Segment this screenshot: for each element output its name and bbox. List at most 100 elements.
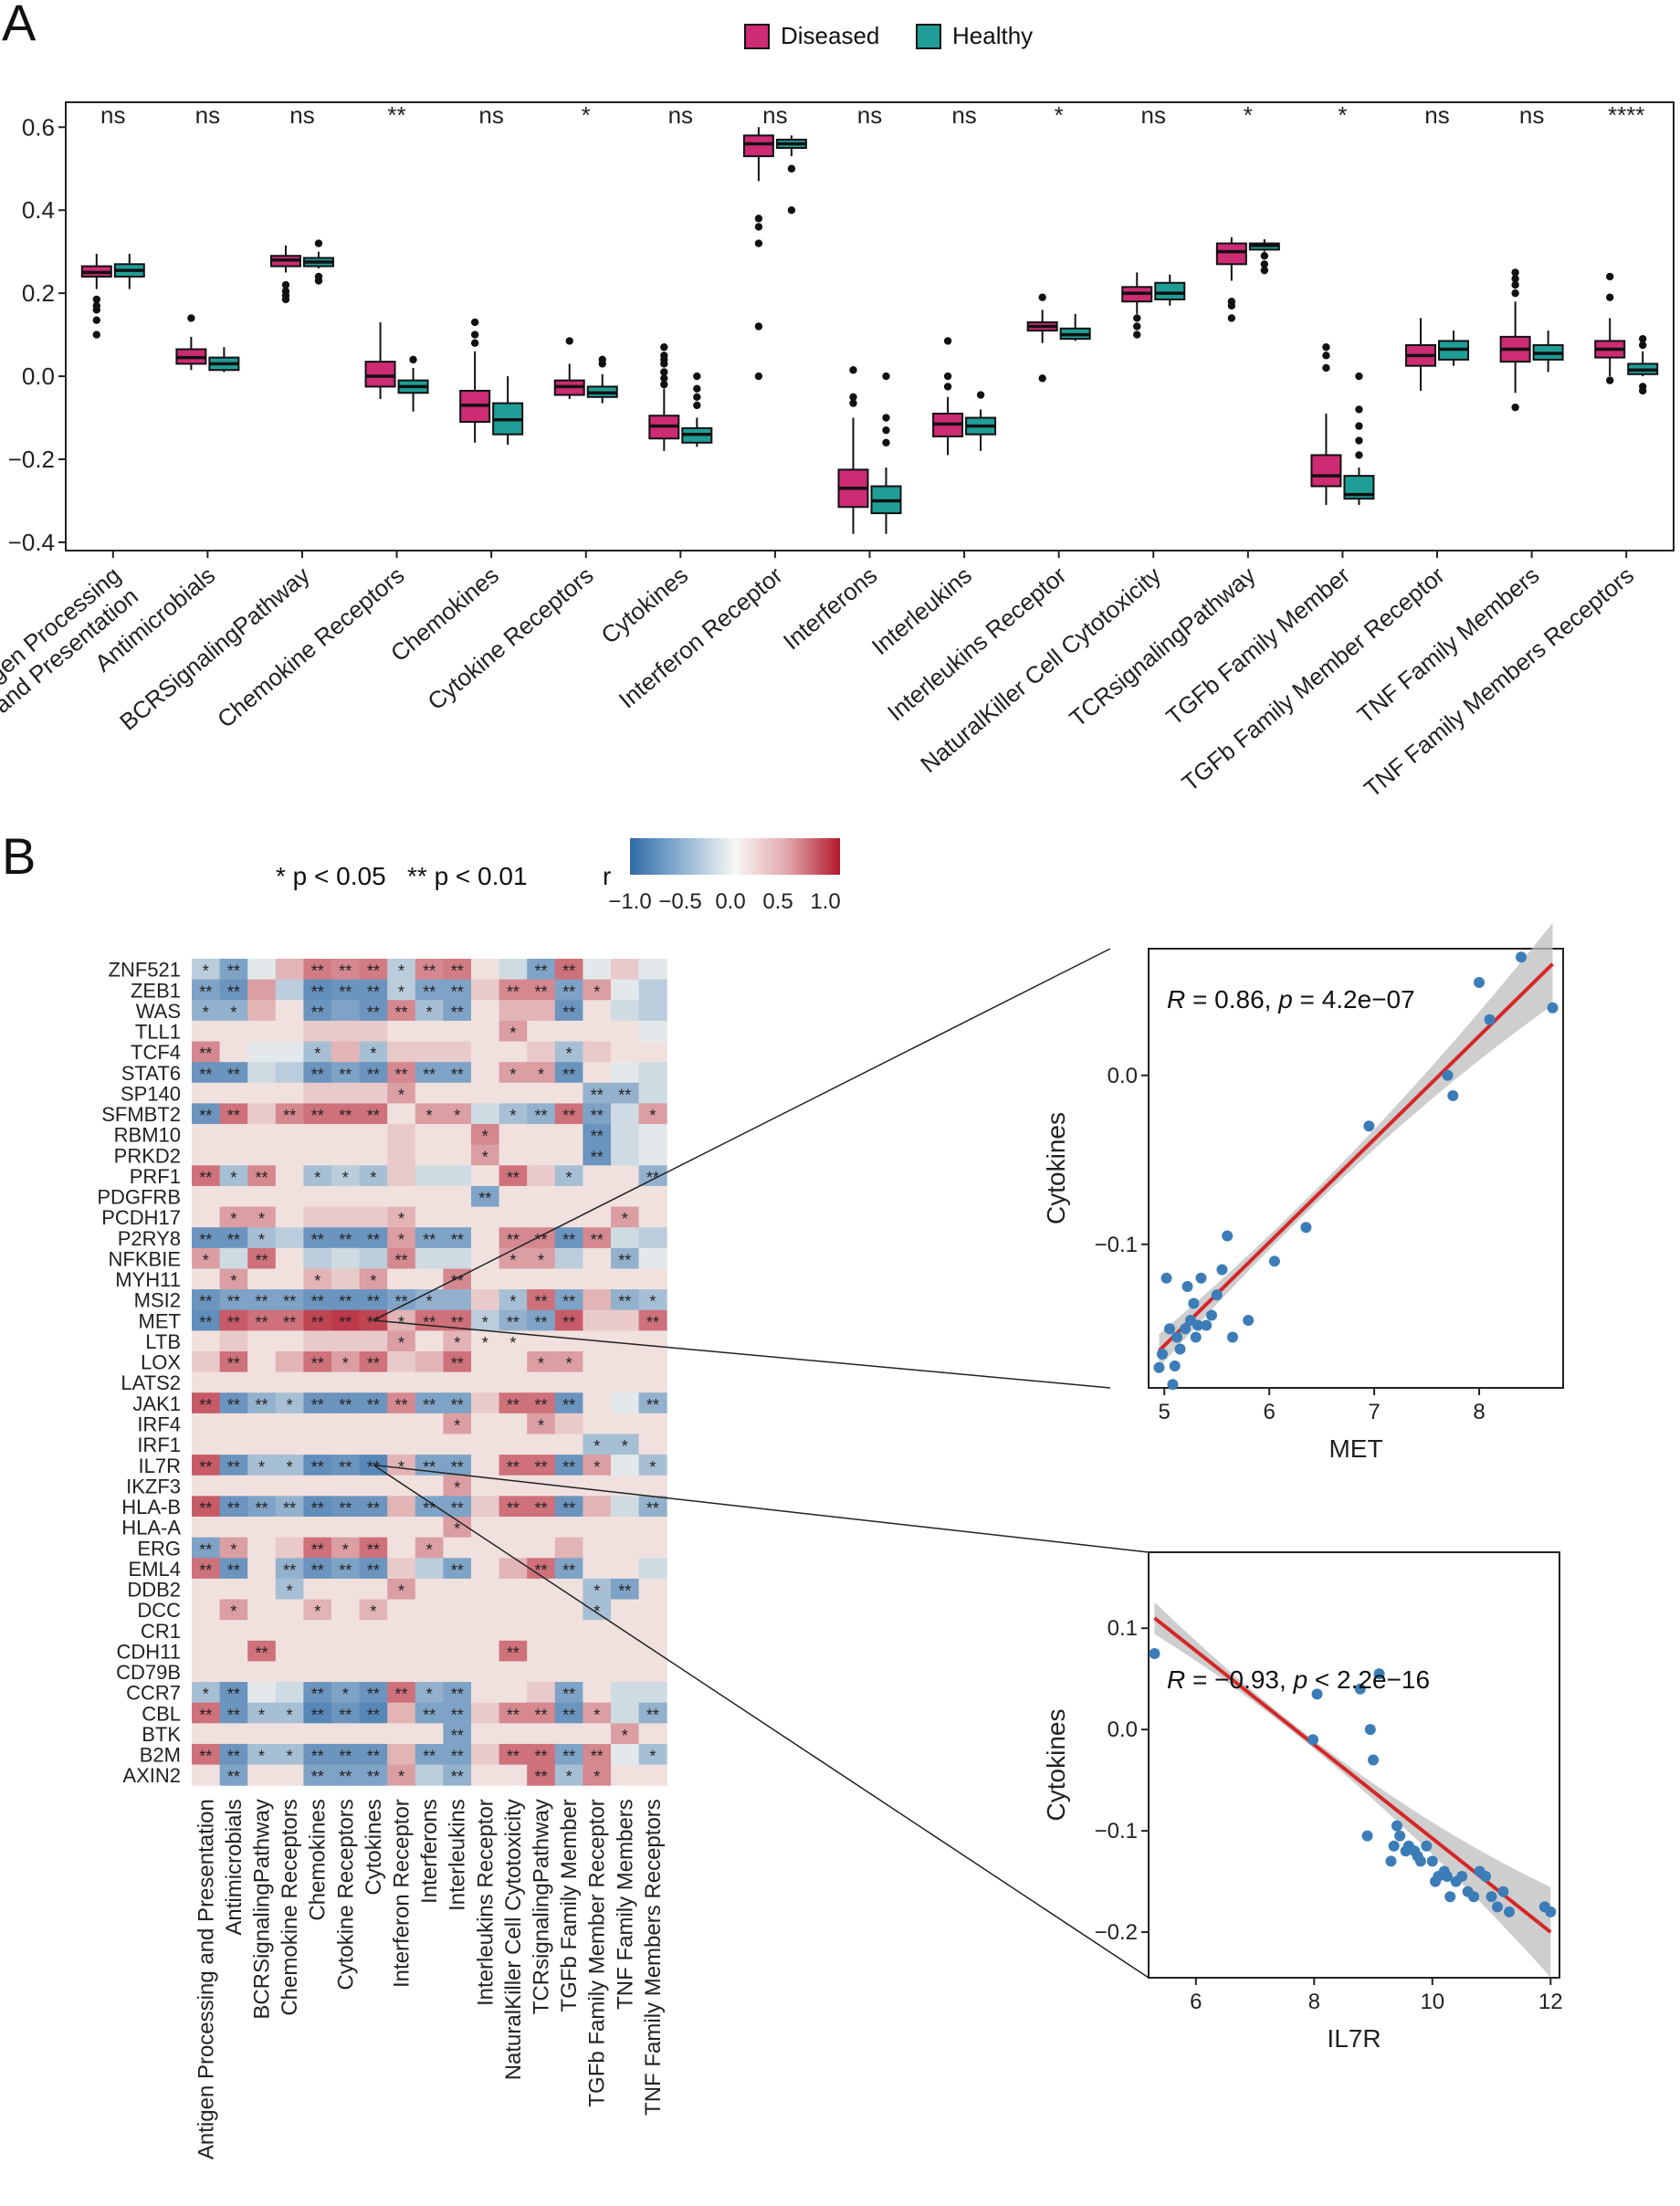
heatmap-star: * [454, 1478, 460, 1497]
heatmap-star: ** [199, 1499, 212, 1518]
x-tick-label: 10 [1420, 1990, 1444, 2014]
heatmap-cell [527, 1371, 556, 1393]
heatmap-star: ** [367, 1458, 380, 1476]
heatmap-row-label: EML4 [129, 1558, 181, 1581]
heatmap-cell [443, 1455, 472, 1476]
heatmap-cell [583, 1682, 612, 1704]
heatmap-star: * [314, 1169, 320, 1187]
heatmap-star: ** [339, 1768, 352, 1786]
heatmap-star: * [454, 1334, 460, 1352]
heatmap-cell [219, 1289, 248, 1311]
heatmap-cell [415, 1000, 444, 1022]
outlier-point [976, 391, 985, 399]
heatmap-cell [638, 1103, 667, 1125]
heatmap-cell [611, 1413, 640, 1434]
colorbar [630, 838, 840, 875]
significance-label: ns [1519, 101, 1544, 129]
heatmap-cell [415, 1434, 444, 1455]
heatmap-cell [219, 1041, 248, 1063]
heatmap-cell [303, 1227, 332, 1249]
heatmap-cell [554, 1103, 583, 1125]
heatmap-star: * [398, 1768, 404, 1786]
heatmap-cell [554, 1455, 583, 1476]
heatmap-star: ** [534, 962, 547, 981]
heatmap-star: * [342, 1686, 349, 1704]
scatter-point [1394, 1830, 1406, 1842]
heatmap-row-label: IL7R [139, 1455, 181, 1477]
heatmap-cell [247, 1330, 277, 1352]
heatmap-row-label: CBL [142, 1702, 181, 1725]
heatmap-star: ** [311, 1540, 324, 1559]
outlier-point [849, 399, 857, 407]
outlier-point [1355, 422, 1363, 430]
heatmap-cell [471, 1392, 500, 1414]
heatmap-star: * [398, 1231, 404, 1249]
heatmap-star: * [287, 1748, 293, 1766]
heatmap-cell [554, 1041, 583, 1063]
heatmap-cell [387, 1103, 416, 1125]
heatmap-star: ** [507, 982, 520, 1001]
heatmap-cell [275, 1000, 304, 1022]
heatmap-cell [611, 1455, 640, 1476]
heatmap-cell [247, 1227, 277, 1249]
y-tick-label: 0.6 [22, 113, 55, 141]
outlier-point [598, 360, 606, 368]
heatmap-star: * [482, 1148, 488, 1166]
heatmap-star: ** [199, 1458, 212, 1476]
heatmap-cell [527, 1020, 556, 1043]
heatmap-cell [471, 1082, 500, 1104]
heatmap-cell [192, 1268, 221, 1290]
heatmap-star: ** [507, 1313, 520, 1331]
heatmap-cell [471, 1247, 500, 1269]
heatmap-star: * [649, 1458, 656, 1476]
heatmap-star: * [426, 1293, 433, 1311]
heatmap-cell [499, 1640, 528, 1662]
heatmap-star: * [203, 1003, 209, 1022]
x-tick-label: 7 [1368, 1400, 1380, 1424]
heatmap-cell [611, 1289, 640, 1311]
scatter-point [1391, 1820, 1402, 1832]
heatmap-cell [471, 1144, 500, 1166]
heatmap-star: ** [423, 1748, 436, 1766]
heatmap-cell [192, 1620, 221, 1642]
outlier-point [92, 331, 100, 339]
heatmap-cell [471, 1371, 500, 1393]
heatmap-star: ** [199, 1396, 212, 1414]
heatmap-cell [554, 1702, 583, 1724]
heatmap-cell [387, 1330, 416, 1352]
heatmap-star: ** [339, 1561, 352, 1580]
heatmap-cell [331, 1206, 361, 1228]
heatmap-cell [387, 1268, 416, 1290]
heatmap-cell [611, 1268, 640, 1290]
heatmap-cell [499, 1062, 528, 1084]
scatter-point [1363, 1120, 1375, 1132]
heatmap-col-label: Interferons [417, 1799, 442, 1904]
heatmap-cell [359, 1578, 388, 1601]
heatmap-star: ** [199, 1066, 212, 1084]
heatmap-cell [387, 1206, 416, 1228]
heatmap-cell [331, 1124, 361, 1146]
y-tick-label: 0.4 [22, 196, 55, 224]
heatmap-star: ** [534, 1499, 547, 1518]
heatmap-cell [638, 1082, 667, 1104]
heatmap-cell [303, 1041, 332, 1063]
heatmap-star: ** [311, 1293, 324, 1311]
heatmap-cell [527, 979, 556, 1001]
heatmap-star: ** [199, 1706, 212, 1724]
heatmap-cell [275, 1124, 304, 1146]
heatmap-star: * [342, 1169, 349, 1187]
panel-label-b: B [2, 827, 37, 885]
heatmap-cell [527, 1413, 556, 1434]
heatmap-cell [443, 1020, 472, 1043]
heatmap-cell [219, 1206, 248, 1228]
box-group [80, 253, 145, 339]
heatmap-cell [275, 1185, 304, 1208]
scatter-point [1226, 1331, 1238, 1343]
heatmap-cell [303, 1289, 332, 1311]
scatter-point [1163, 1323, 1175, 1335]
heatmap-cell [219, 1082, 248, 1104]
heatmap-cell [443, 1392, 472, 1414]
heatmap-cell [527, 1661, 556, 1683]
heatmap-cell [638, 1392, 667, 1414]
heatmap-row-label: PRKD2 [114, 1144, 181, 1167]
